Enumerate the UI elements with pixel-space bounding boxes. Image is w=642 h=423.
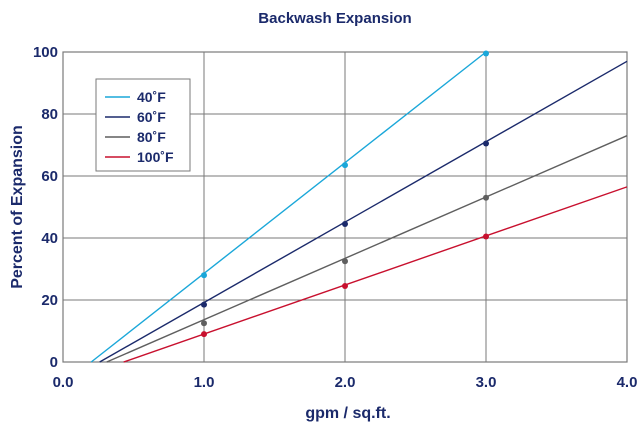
legend-label: 80˚F (137, 129, 166, 145)
series-0 (90, 50, 489, 363)
x-axis-ticks: 0.0 1.0 2.0 3.0 4.0 (53, 374, 638, 391)
x-axis-label: gpm / sq.ft. (305, 405, 390, 422)
x-tick-label: 1.0 (194, 374, 215, 391)
y-tick-label: 40 (41, 230, 58, 247)
series-layer (90, 50, 628, 363)
legend: 40˚F 60˚F 80˚F 100˚F (95, 78, 191, 172)
x-tick-label: 3.0 (476, 374, 497, 391)
series-3 (123, 186, 628, 363)
plot-frame (62, 51, 628, 363)
data-point (483, 140, 489, 147)
data-point (483, 233, 489, 240)
data-point (342, 258, 348, 265)
x-tick-label: 4.0 (617, 374, 638, 391)
data-point (483, 194, 489, 201)
data-point (483, 50, 489, 57)
x-tick-label: 2.0 (335, 374, 356, 391)
data-point (342, 162, 348, 169)
legend-box (95, 78, 191, 172)
y-tick-label: 0 (50, 354, 58, 371)
chart-title: Backwash Expansion (258, 10, 411, 27)
legend-label: 60˚F (137, 109, 166, 125)
y-tick-label: 80 (41, 106, 58, 123)
y-tick-label: 60 (41, 168, 58, 185)
grid (62, 51, 628, 363)
data-point (201, 320, 207, 327)
data-point (201, 301, 207, 308)
x-tick-label: 0.0 (53, 374, 74, 391)
series-2 (106, 135, 628, 363)
data-point (201, 331, 207, 338)
y-axis-label: Percent of Expansion (9, 125, 26, 289)
series-line (99, 60, 628, 363)
series-line (90, 51, 487, 363)
series-1 (99, 60, 628, 363)
data-point (201, 272, 207, 279)
series-line (123, 186, 628, 363)
y-tick-label: 20 (41, 292, 58, 309)
legend-label: 40˚F (137, 89, 166, 105)
y-axis-ticks: 0 20 40 60 80 100 (33, 44, 58, 371)
data-point (342, 283, 348, 290)
y-tick-label: 100 (33, 44, 58, 61)
legend-label: 100˚F (137, 149, 174, 165)
data-point (342, 221, 348, 228)
series-line (106, 135, 628, 363)
